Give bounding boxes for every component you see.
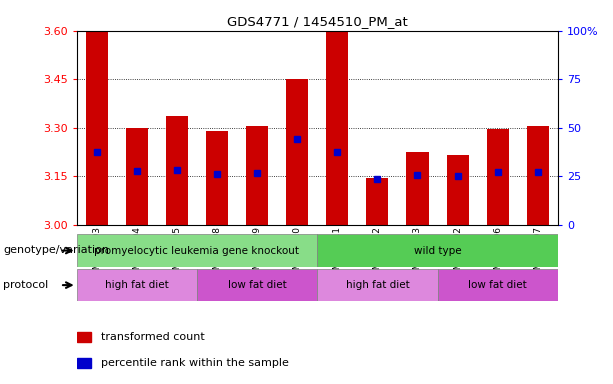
Bar — [367, 179, 389, 225]
Text: high fat diet: high fat diet — [105, 280, 169, 290]
Text: protocol: protocol — [3, 280, 48, 290]
Bar — [246, 126, 268, 225]
Text: low fat diet: low fat diet — [227, 280, 286, 290]
Bar — [77, 358, 91, 368]
Bar — [206, 131, 228, 225]
Bar — [197, 269, 318, 301]
Bar — [286, 79, 308, 225]
Bar — [318, 234, 558, 267]
Bar — [166, 116, 188, 225]
Text: low fat diet: low fat diet — [468, 280, 527, 290]
Bar — [126, 128, 148, 225]
Bar — [527, 126, 549, 225]
Title: GDS4771 / 1454510_PM_at: GDS4771 / 1454510_PM_at — [227, 15, 408, 28]
Bar — [446, 155, 468, 225]
Text: wild type: wild type — [414, 245, 462, 256]
Bar — [318, 269, 438, 301]
Bar — [487, 129, 509, 225]
Bar — [77, 332, 91, 342]
Text: percentile rank within the sample: percentile rank within the sample — [101, 358, 289, 368]
Bar — [326, 32, 348, 225]
Text: genotype/variation: genotype/variation — [3, 245, 109, 255]
Bar — [77, 269, 197, 301]
Text: transformed count: transformed count — [101, 332, 204, 342]
Text: promyelocytic leukemia gene knockout: promyelocytic leukemia gene knockout — [94, 245, 299, 256]
Bar — [438, 269, 558, 301]
Bar — [86, 32, 108, 225]
Bar — [406, 152, 428, 225]
Text: high fat diet: high fat diet — [346, 280, 409, 290]
Bar — [77, 234, 318, 267]
